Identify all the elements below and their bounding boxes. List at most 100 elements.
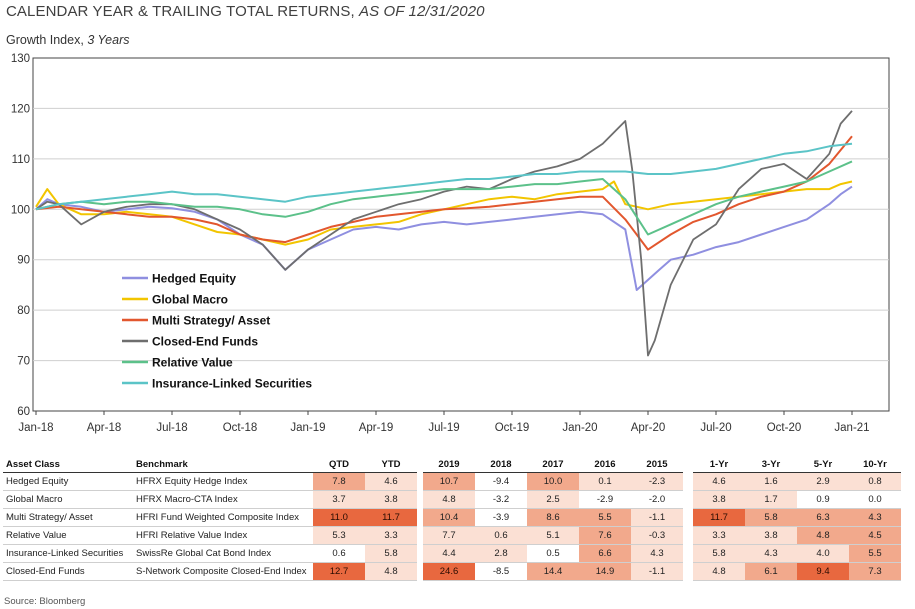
return-cell: 4.8 [693, 562, 745, 581]
benchmark-cell: HFRX Equity Hedge Index [133, 472, 313, 491]
column-header: Benchmark [133, 457, 313, 473]
page-title: CALENDAR YEAR & TRAILING TOTAL RETURNS, … [6, 3, 485, 20]
return-cell: 6.6 [579, 544, 631, 563]
x-tick-label: Jan-21 [834, 422, 869, 434]
x-tick-label: Apr-19 [359, 422, 394, 434]
return-cell: 4.6 [693, 472, 745, 491]
asset-class-cell: Closed-End Funds [3, 562, 133, 581]
return-cell: 4.3 [631, 544, 683, 563]
table-row: Hedged Equity HFRX Equity Hedge Index 7.8 4… [3, 472, 901, 491]
column-header: 5-Yr [797, 457, 849, 473]
column-header: Asset Class [3, 457, 133, 473]
y-tick-label: 130 [11, 53, 30, 65]
x-tick-label: Jul-20 [700, 422, 731, 434]
return-cell: 7.3 [849, 562, 901, 581]
asset-class-cell: Insurance-Linked Securities [3, 544, 133, 563]
column-header: 10-Yr [849, 457, 901, 473]
y-tick-label: 60 [17, 406, 30, 418]
return-cell: 10.4 [423, 508, 475, 527]
column-gap [683, 457, 693, 473]
table-row: Relative Value HFRI Relative Value Index 5… [3, 526, 901, 545]
return-cell: -3.9 [475, 508, 527, 527]
subtitle-main: Growth Index, [6, 33, 84, 47]
return-cell: 3.8 [365, 490, 417, 509]
column-header: YTD [365, 457, 417, 473]
return-cell: 4.8 [365, 562, 417, 581]
asset-class-cell: Relative Value [3, 526, 133, 545]
table-row: Multi Strategy/ Asset HFRI Fund Weighted … [3, 508, 901, 527]
x-tick-label: Jan-20 [562, 422, 597, 434]
x-tick-label: Jul-18 [156, 422, 187, 434]
return-cell: 4.3 [745, 544, 797, 563]
column-gap [683, 472, 693, 491]
series-line-2 [35, 135, 853, 251]
return-cell: 11.7 [693, 508, 745, 527]
column-header: 3-Yr [745, 457, 797, 473]
benchmark-cell: HFRI Fund Weighted Composite Index [133, 508, 313, 527]
return-cell: 2.5 [527, 490, 579, 509]
returns-table: Asset Class Benchmark QTD YTD 2019 2018 2017 20… [3, 457, 901, 581]
return-cell: 8.6 [527, 508, 579, 527]
return-cell: 14.9 [579, 562, 631, 581]
return-cell: 5.8 [365, 544, 417, 563]
return-cell: 5.1 [527, 526, 579, 545]
column-header: 2018 [475, 457, 527, 473]
legend-label: Multi Strategy/ Asset [152, 314, 270, 328]
return-cell: 24.6 [423, 562, 475, 581]
benchmark-cell: HFRI Relative Value Index [133, 526, 313, 545]
series-lines [35, 110, 853, 357]
column-gap [417, 508, 423, 527]
return-cell: 7.7 [423, 526, 475, 545]
x-tick-label: Jan-18 [18, 422, 53, 434]
return-cell: 3.3 [365, 526, 417, 545]
source-note: Source: Bloomberg [4, 596, 86, 607]
return-cell: -2.0 [631, 490, 683, 509]
x-tick-label: Oct-19 [495, 422, 530, 434]
return-cell: 0.9 [797, 490, 849, 509]
return-cell: -9.4 [475, 472, 527, 491]
return-cell: 12.7 [313, 562, 365, 581]
y-tick-label: 120 [11, 103, 30, 115]
return-cell: 3.8 [693, 490, 745, 509]
y-tick-label: 70 [17, 356, 30, 368]
return-cell: 5.5 [849, 544, 901, 563]
table-row: Global Macro HFRX Macro-CTA Index 3.7 3.8 4.… [3, 490, 901, 509]
column-header: 2016 [579, 457, 631, 473]
asset-class-cell: Global Macro [3, 490, 133, 509]
plot-area [32, 57, 890, 412]
column-header: 2017 [527, 457, 579, 473]
title-date: AS OF 12/31/2020 [359, 3, 485, 20]
return-cell: 11.0 [313, 508, 365, 527]
benchmark-cell: SwissRe Global Cat Bond Index [133, 544, 313, 563]
legend-label: Closed-End Funds [152, 335, 258, 349]
table-row: Insurance-Linked Securities SwissRe Globa… [3, 544, 901, 563]
column-header: 2015 [631, 457, 683, 473]
x-tick-label: Apr-20 [631, 422, 666, 434]
x-tick-label: Apr-18 [87, 422, 122, 434]
asset-class-cell: Hedged Equity [3, 472, 133, 491]
return-cell: 4.5 [849, 526, 901, 545]
return-cell: 5.8 [745, 508, 797, 527]
table-body: Hedged Equity HFRX Equity Hedge Index 7.8 4… [3, 472, 901, 581]
legend-label: Relative Value [152, 356, 233, 370]
return-cell: 4.6 [365, 472, 417, 491]
return-cell: 10.7 [423, 472, 475, 491]
return-cell: -1.1 [631, 562, 683, 581]
return-cell: 5.5 [579, 508, 631, 527]
return-cell: 3.8 [745, 526, 797, 545]
x-tick-label: Jan-19 [290, 422, 325, 434]
column-gap [683, 490, 693, 509]
y-tick-label: 110 [12, 154, 30, 166]
return-cell: 0.8 [849, 472, 901, 491]
column-gap [683, 562, 693, 581]
return-cell: 7.6 [579, 526, 631, 545]
return-cell: 3.3 [693, 526, 745, 545]
return-cell: 6.3 [797, 508, 849, 527]
return-cell: -2.3 [631, 472, 683, 491]
return-cell: 4.0 [797, 544, 849, 563]
growth-index-chart: 60 70 80 90 100 110 120 130 Jan-18 Apr-18 Jul-18 O… [11, 53, 890, 434]
column-gap [417, 457, 423, 473]
column-gap [683, 508, 693, 527]
series-line-5 [35, 142, 853, 211]
return-cell: 3.7 [313, 490, 365, 509]
